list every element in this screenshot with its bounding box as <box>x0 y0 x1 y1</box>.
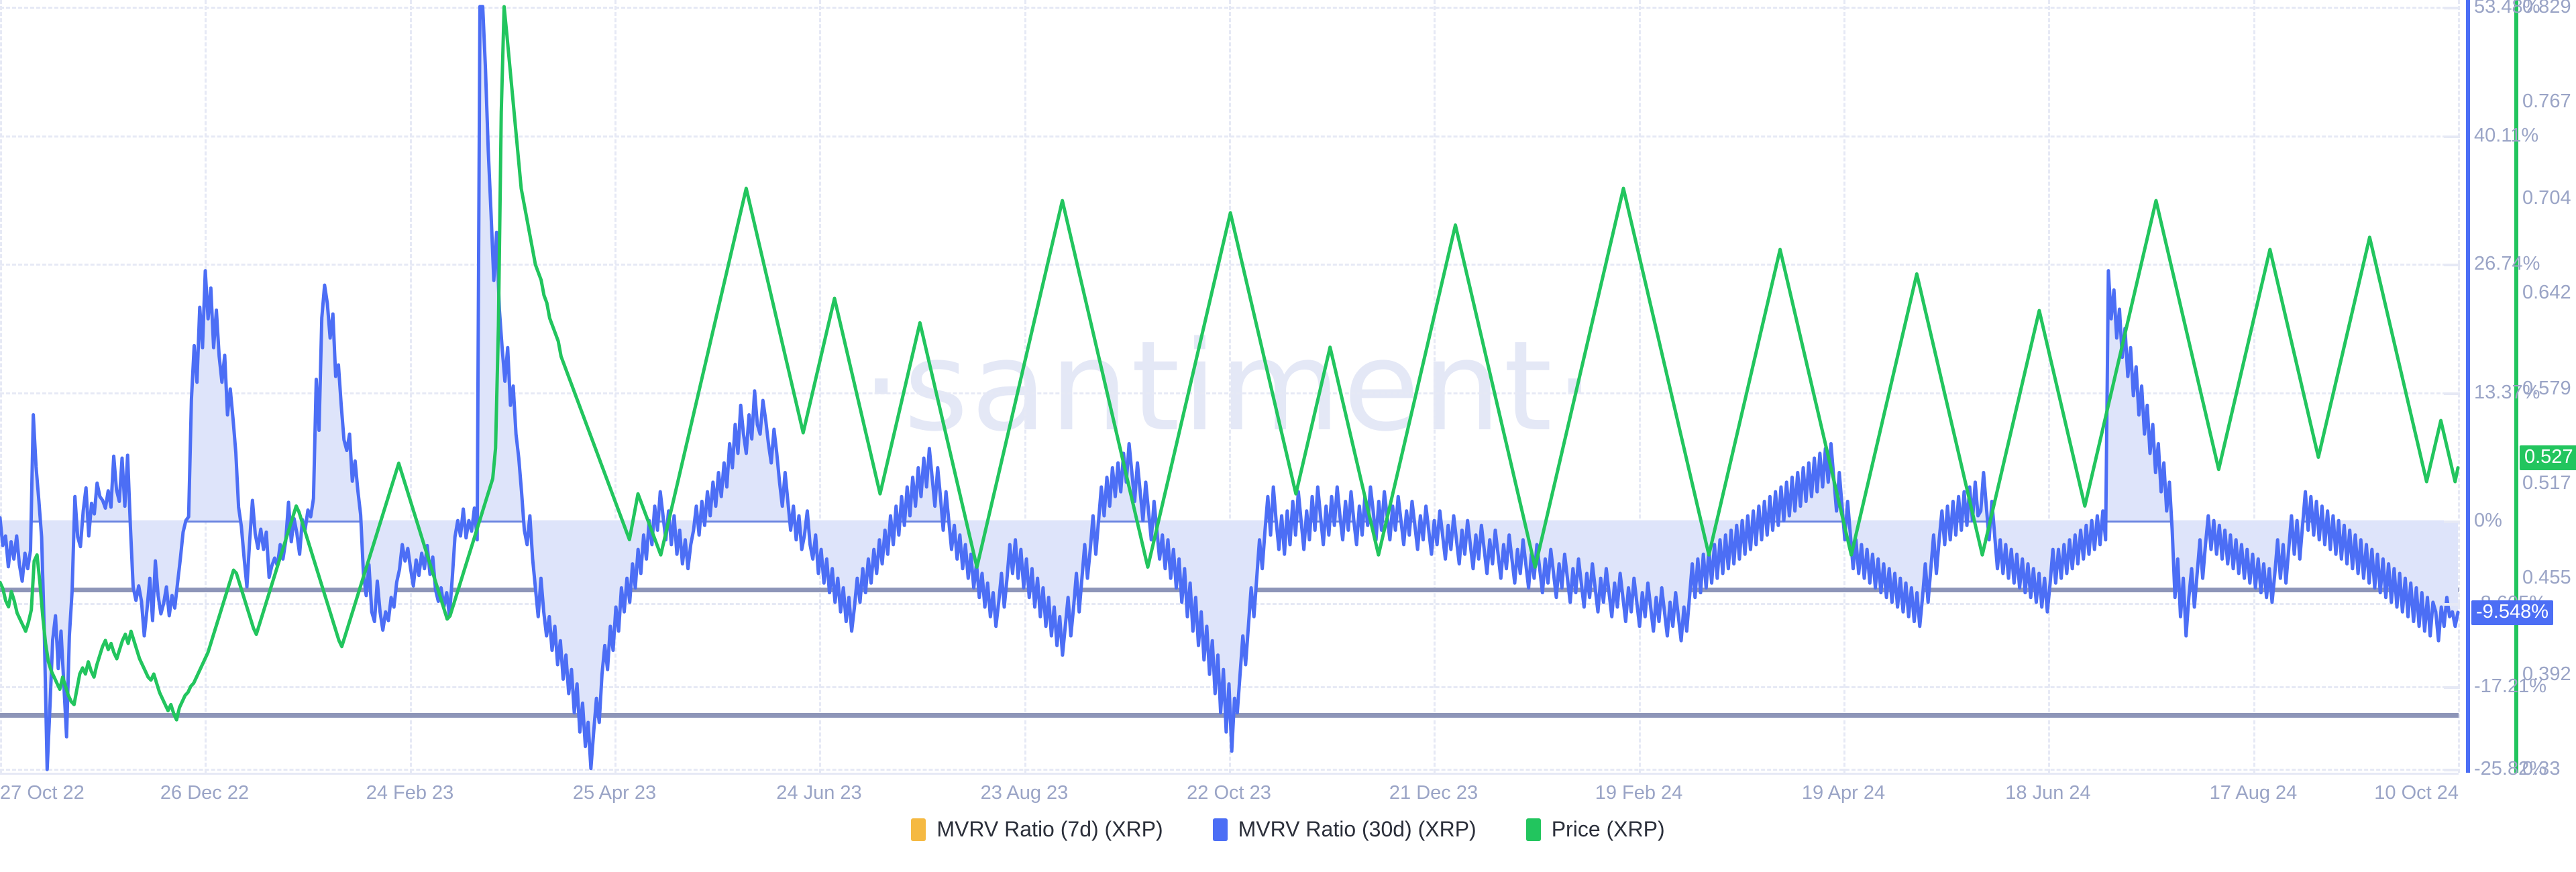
mvrv30d-line <box>0 5 2460 771</box>
axis-tick-mark <box>2444 521 2460 524</box>
price-line <box>0 5 2460 722</box>
x-axis-tick-label: 19 Apr 24 <box>1801 782 1886 804</box>
plot-area[interactable]: ·santiment· <box>0 0 2460 775</box>
axis-tick-mark <box>2444 135 2460 138</box>
axis-tick-mark <box>2444 769 2460 771</box>
mvrv-axis-colorbar <box>2466 0 2470 773</box>
legend[interactable]: MVRV Ratio (7d) (XRP) MVRV Ratio (30d) (X… <box>0 817 2576 842</box>
axis-tick-mark <box>2444 686 2460 689</box>
mvrv-axis-tick-label: 13.37% <box>2474 381 2540 403</box>
legend-item-2[interactable]: Price (XRP) <box>1525 817 1665 842</box>
x-axis-tick-label: 24 Feb 23 <box>366 782 454 804</box>
series-layer <box>0 5 2460 771</box>
axis-tick-mark <box>2444 392 2460 395</box>
square-swatch-icon <box>911 818 926 841</box>
legend-item-label: MVRV Ratio (7d) (XRP) <box>936 817 1163 841</box>
price-axis-tick-label: 0.767 <box>2522 91 2571 113</box>
legend-item-label: Price (XRP) <box>1551 817 1665 841</box>
price-axis-tick-label: 0.392 <box>2522 663 2571 685</box>
price-axis-tick-label: 0.642 <box>2522 281 2571 303</box>
x-axis-tick-label: 27 Oct 22 <box>0 782 85 804</box>
axis-tick-mark <box>2444 264 2460 267</box>
legend-item-label: MVRV Ratio (30d) (XRP) <box>1238 817 1477 841</box>
axis-tick-mark <box>2444 603 2460 606</box>
price-axis-tick-label: 0.455 <box>2522 567 2571 589</box>
x-axis-tick-label: 18 Jun 24 <box>2005 782 2091 804</box>
x-axis-tick-label: 10 Oct 24 <box>2374 782 2459 804</box>
mvrv-axis-tick-label: -25.82% <box>2474 758 2547 779</box>
mvrv-axis-tick-label: 40.11% <box>2474 124 2539 146</box>
x-axis-tick-label: 24 Jun 23 <box>776 782 862 804</box>
price-axis-tick-label: 0.517 <box>2522 472 2571 494</box>
price-axis-colorbar <box>2514 0 2518 773</box>
price-axis-tick-label: 0.829 <box>2522 0 2571 17</box>
legend-item-1[interactable]: MVRV Ratio (30d) (XRP) <box>1212 817 1477 842</box>
price-axis-tick-label: 0.704 <box>2522 186 2571 209</box>
mvrv-axis-tick-label: -17.21% <box>2474 675 2547 697</box>
legend-item-0[interactable]: MVRV Ratio (7d) (XRP) <box>911 817 1163 842</box>
price-axis-tick-label: 0.33 <box>2522 758 2561 779</box>
x-axis-tick-label: 26 Dec 22 <box>160 782 250 804</box>
x-axis-tick-label: 22 Oct 23 <box>1187 782 1271 804</box>
x-axis-tick-label: 21 Dec 23 <box>1389 782 1479 804</box>
x-axis-tick-label: 25 Apr 23 <box>572 782 657 804</box>
square-swatch-icon <box>1525 818 1541 841</box>
mvrv-current-value-badge: -9.548% <box>2471 600 2554 625</box>
x-axis-tick-label: 19 Feb 24 <box>1595 782 1683 804</box>
mvrv30d-area-fill <box>0 6 2458 770</box>
x-axis-spine <box>0 773 2459 775</box>
mvrv-axis-tick-label: 53.48% <box>2474 0 2540 17</box>
mvrv-axis-tick-label: 26.74% <box>2474 253 2540 275</box>
x-axis-tick-label: 23 Aug 23 <box>980 782 1069 804</box>
mvrv-axis-tick-label: 0% <box>2474 510 2502 532</box>
axis-tick-mark <box>2444 7 2460 9</box>
price-current-value-badge: 0.527 <box>2520 445 2576 470</box>
x-axis-tick-label: 17 Aug 24 <box>2209 782 2298 804</box>
price-axis-tick-label: 0.579 <box>2522 378 2571 400</box>
square-swatch-icon <box>1212 818 1228 841</box>
